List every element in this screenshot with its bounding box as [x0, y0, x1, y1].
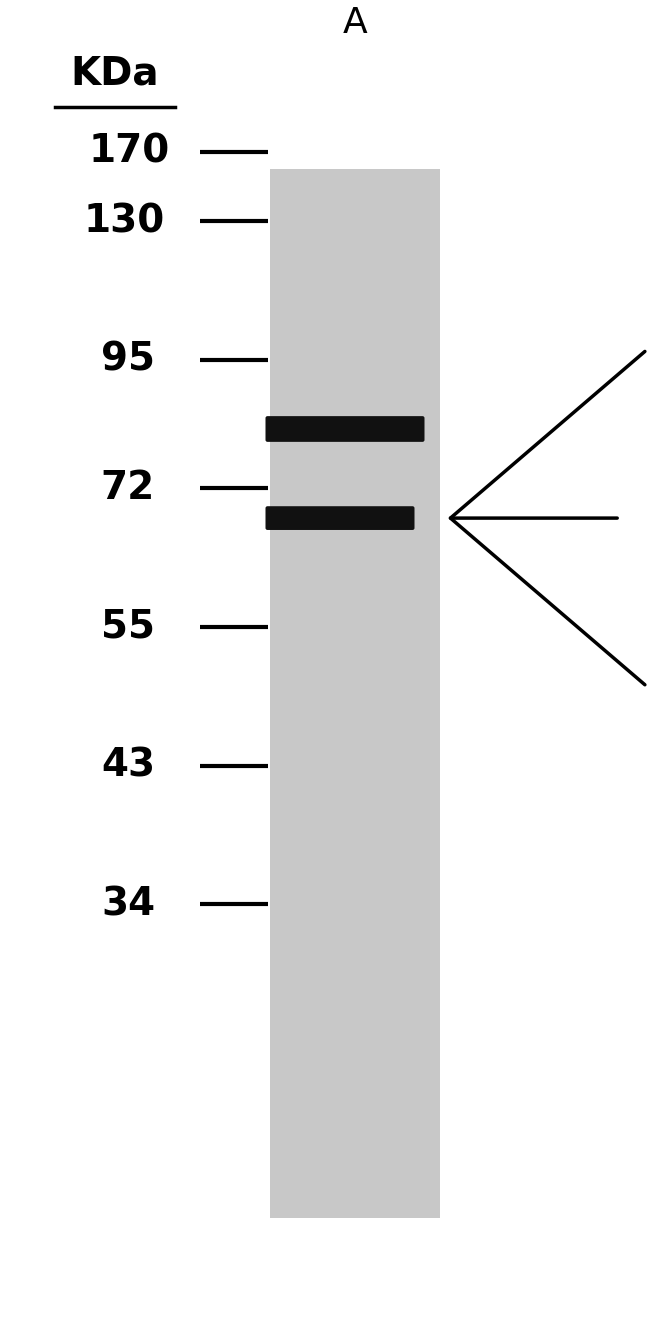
Text: 55: 55 [101, 608, 155, 647]
FancyBboxPatch shape [265, 416, 424, 443]
Text: 72: 72 [101, 469, 155, 507]
Text: 95: 95 [101, 341, 155, 379]
Text: 170: 170 [89, 133, 170, 171]
Bar [270, 169, 440, 1218]
Text: KDa: KDa [71, 54, 159, 92]
Text: 43: 43 [101, 747, 155, 785]
Text: 34: 34 [101, 885, 155, 923]
Text: 130: 130 [84, 202, 165, 240]
Text: A: A [343, 7, 367, 40]
FancyBboxPatch shape [265, 506, 415, 529]
